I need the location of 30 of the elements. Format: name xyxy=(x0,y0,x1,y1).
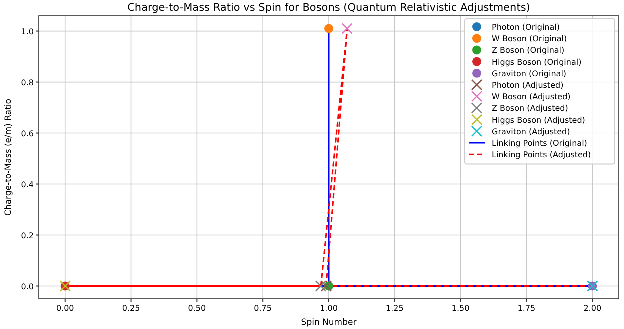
legend-label: Graviton (Original) xyxy=(492,69,567,78)
x-tick-label: 1.00 xyxy=(320,304,338,313)
legend-label: Higgs Boson (Original) xyxy=(492,58,582,67)
legend-label: W Boson (Original) xyxy=(492,34,568,44)
legend-label: Z Boson (Adjusted) xyxy=(492,104,568,114)
x-tick-label: 0.75 xyxy=(254,304,272,313)
legend-label: Linking Points (Original) xyxy=(492,139,588,148)
x-tick-label: 1.75 xyxy=(518,304,536,313)
y-tick-label: 0.8 xyxy=(21,78,34,88)
legend-label: Higgs Boson (Adjusted) xyxy=(492,116,586,125)
y-tick-label: 0.6 xyxy=(21,129,34,138)
legend-label: Z Boson (Original) xyxy=(492,46,565,56)
y-tick-label: 0.0 xyxy=(21,282,34,292)
y-tick-label: 1.0 xyxy=(21,27,34,36)
x-tick-label: 1.50 xyxy=(452,304,470,313)
x-tick-label: 0.00 xyxy=(56,304,74,313)
x-tick-label: 2.00 xyxy=(584,304,602,313)
legend-label: Graviton (Adjusted) xyxy=(492,127,570,136)
x-axis-title: Spin Number xyxy=(301,318,358,328)
legend-label: Photon (Adjusted) xyxy=(492,81,564,90)
legend-label: Linking Points (Adjusted) xyxy=(492,150,592,160)
x-tick-label: 1.25 xyxy=(386,304,404,313)
legend-label: Photon (Original) xyxy=(492,23,560,32)
legend-label: W Boson (Adjusted) xyxy=(492,92,571,102)
y-tick-label: 0.2 xyxy=(21,231,34,240)
y-axis-title: Charge-to-Mass (e/m) Ratio xyxy=(4,99,14,216)
chart-title: Charge-to-Mass Ratio vs Spin for Bosons (Quantum Relativistic Adjustments) xyxy=(128,2,530,14)
x-tick-label: 0.50 xyxy=(188,304,206,313)
x-tick-label: 0.25 xyxy=(122,304,140,313)
y-tick-label: 0.4 xyxy=(21,180,34,190)
